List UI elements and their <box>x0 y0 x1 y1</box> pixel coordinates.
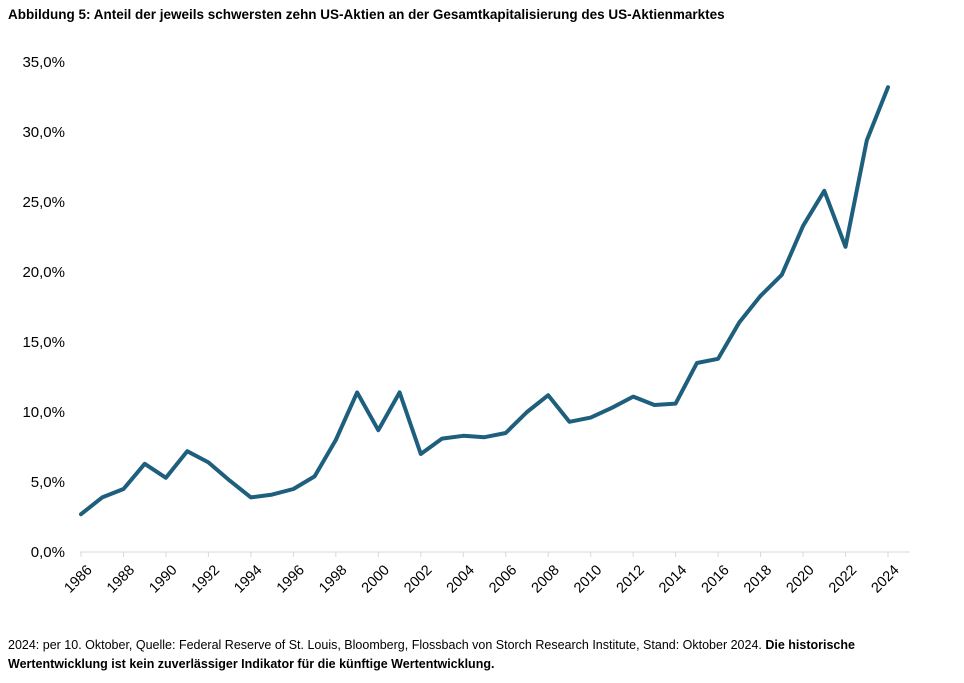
x-tick-label: 1994 <box>231 562 265 596</box>
x-tick-label: 2006 <box>486 562 520 596</box>
x-tick-label: 1998 <box>316 562 350 596</box>
x-tick-label: 2002 <box>401 562 435 596</box>
footnote-source: 2024: per 10. Oktober, Quelle: Federal R… <box>8 638 766 652</box>
x-tick-label: 2004 <box>444 562 478 596</box>
x-tick-label: 2016 <box>699 562 733 596</box>
x-tick-label: 2014 <box>656 562 690 596</box>
x-tick-label: 2008 <box>529 562 563 596</box>
series-line <box>79 85 890 517</box>
x-tick-label: 1988 <box>104 562 138 596</box>
y-tick-label: 35,0% <box>22 54 65 71</box>
x-tick-label: 1996 <box>274 562 308 596</box>
y-tick-label: 20,0% <box>22 264 65 281</box>
y-tick-label: 0,0% <box>31 544 65 561</box>
x-tick-label: 2022 <box>826 562 860 596</box>
x-tick-label: 2010 <box>571 562 605 596</box>
y-tick-label: 10,0% <box>22 404 65 421</box>
x-tick-label: 2024 <box>868 562 902 596</box>
x-tick-label: 1992 <box>189 562 223 596</box>
y-tick-label: 30,0% <box>22 124 65 141</box>
y-tick-label: 5,0% <box>31 474 65 491</box>
x-tick-label: 2018 <box>741 562 775 596</box>
x-tick-label: 1990 <box>146 562 180 596</box>
footnote: 2024: per 10. Oktober, Quelle: Federal R… <box>8 636 948 674</box>
y-tick-label: 25,0% <box>22 194 65 211</box>
x-tick-label: 2012 <box>614 562 648 596</box>
x-tick-label: 1986 <box>61 562 95 596</box>
chart-title: Abbildung 5: Anteil der jeweils schwerst… <box>8 7 725 22</box>
plot-area <box>79 85 890 517</box>
x-tick-label: 2000 <box>359 562 393 596</box>
y-axis: 0,0% 5,0% 10,0% 15,0% 20,0% 25,0% 30,0% 35,0% <box>22 54 65 561</box>
footnote-disclaimer: Die historische Wertentwicklung ist kein… <box>8 638 855 671</box>
x-tick-label: 2020 <box>784 562 818 596</box>
y-tick-label: 15,0% <box>22 334 65 351</box>
x-axis: 1986 1988 1990 1992 1994 1996 1998 2000 2002 2004… <box>61 551 910 596</box>
